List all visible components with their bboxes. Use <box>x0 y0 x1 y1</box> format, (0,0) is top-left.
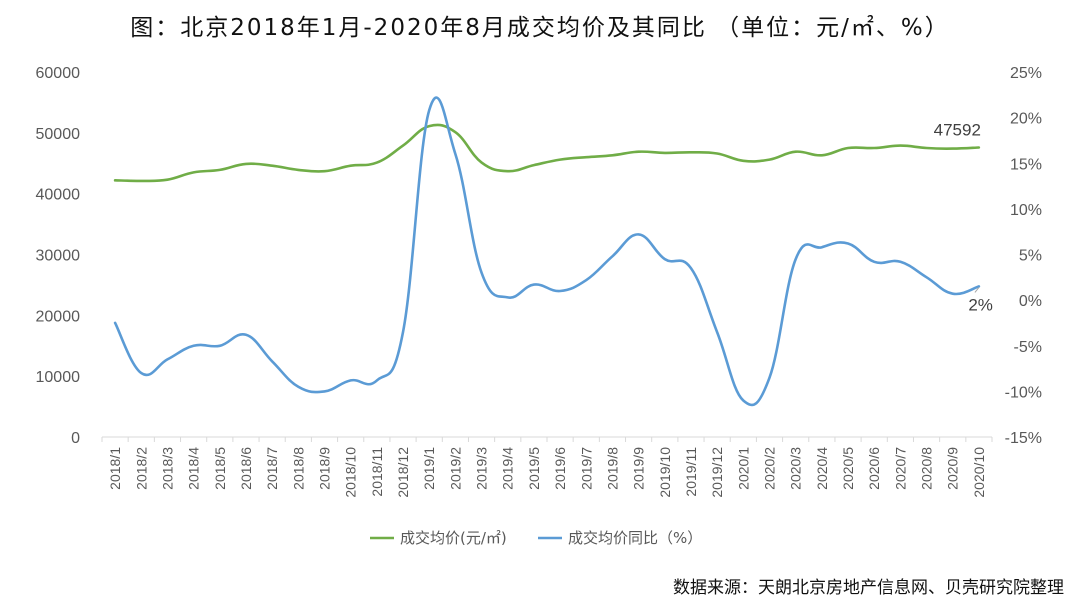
yoy-change-series-line <box>113 96 981 407</box>
right-y-tick-label: 15% <box>1010 156 1042 173</box>
x-tick-label: 2018/7 <box>264 447 280 490</box>
x-tick-label: 2020/1 <box>735 447 751 490</box>
x-tick-label: 2018/5 <box>212 447 228 490</box>
right-y-tick-label: -5% <box>1014 339 1042 356</box>
x-tick-label: 2020/7 <box>892 447 908 490</box>
right-y-tick-label: 25% <box>1010 65 1042 82</box>
x-tick-label: 2019/11 <box>683 447 699 497</box>
x-tick-label: 2018/9 <box>317 447 333 490</box>
x-tick-label: 2018/12 <box>395 447 411 498</box>
x-tick-label: 2019/3 <box>474 447 490 490</box>
right-y-tick-label: 0% <box>1019 293 1042 310</box>
x-tick-label: 2019/5 <box>526 447 542 490</box>
left-y-tick-label: 40000 <box>36 187 81 204</box>
x-tick-label: 2018/3 <box>159 447 175 490</box>
x-tick-label: 2018/10 <box>343 447 359 498</box>
x-tick-label: 2018/2 <box>133 447 149 490</box>
x-tick-label: 2020/9 <box>945 447 961 490</box>
x-tick-label: 2019/9 <box>631 447 647 490</box>
x-tick-label: 2019/8 <box>604 447 620 490</box>
right-y-tick-label: -10% <box>1005 384 1042 401</box>
x-tick-label: 2019/2 <box>447 447 463 490</box>
x-tick-label: 2019/7 <box>578 447 594 490</box>
left-y-tick-label: 20000 <box>36 308 81 325</box>
right-y-tick-label: 5% <box>1019 248 1042 265</box>
left-y-tick-label: 0 <box>71 430 80 447</box>
legend-label-yoy: 成交均价同比（%） <box>568 529 702 547</box>
chart-title: 图：北京2018年1月-2020年8月成交均价及其同比 （单位：元/㎡、%） <box>130 15 950 41</box>
x-tick-label: 2018/8 <box>290 447 306 490</box>
left-y-tick-label: 10000 <box>36 369 81 386</box>
legend-label-avg-price: 成交均价(元/㎡) <box>400 529 507 547</box>
x-tick-label: 2020/4 <box>814 447 830 490</box>
x-tick-label: 2020/2 <box>762 447 778 490</box>
avg-price-series-line <box>113 123 981 183</box>
right-y-tick-label: -15% <box>1005 430 1042 447</box>
left-y-tick-label: 50000 <box>36 126 81 143</box>
x-tick-label: 2020/10 <box>971 447 987 498</box>
data-source-note: 数据来源：天朗北京房地产信息网、贝壳研究院整理 <box>673 578 1064 598</box>
yoy-end-label: 2% <box>968 295 993 314</box>
right-y-tick-label: 20% <box>1010 111 1042 128</box>
x-tick-label: 2018/4 <box>186 447 202 490</box>
x-tick-label: 2019/10 <box>657 447 673 498</box>
legend: 成交均价(元/㎡) 成交均价同比（%） <box>370 529 702 547</box>
x-tick-label: 2019/12 <box>709 447 725 498</box>
left-y-tick-label: 30000 <box>36 248 81 265</box>
x-tick-label: 2018/1 <box>107 447 123 490</box>
axes-layer: 0 10000 20000 30000 40000 50000 60000 -15% -10% -… <box>36 65 1043 498</box>
x-tick-label: 2018/11 <box>369 447 385 497</box>
x-tick-label: 2020/5 <box>840 447 856 490</box>
x-tick-label: 2019/4 <box>500 447 516 490</box>
yoy-end-label-leader <box>974 287 980 293</box>
x-tick-label: 2019/6 <box>552 447 568 490</box>
x-tick-label: 2020/6 <box>866 447 882 490</box>
x-tick-label: 2020/3 <box>788 447 804 490</box>
x-tick-label: 2019/1 <box>421 447 437 490</box>
x-tick-label: 2018/6 <box>238 447 254 490</box>
left-y-tick-label: 60000 <box>36 65 81 82</box>
series-layer: 47592 2% <box>113 96 993 407</box>
right-y-tick-label: 10% <box>1010 202 1042 219</box>
avg-price-end-label: 47592 <box>934 120 981 139</box>
x-tick-label: 2020/8 <box>919 447 935 490</box>
